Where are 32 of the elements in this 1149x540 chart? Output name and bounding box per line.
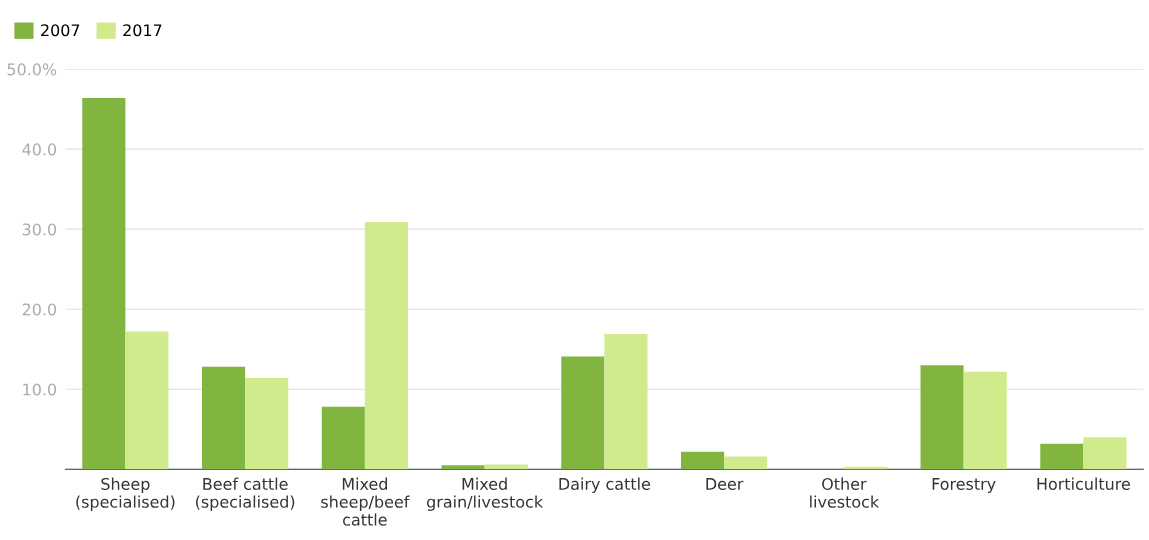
legend-label: 2007 [41,24,80,37]
y-tick-label: 10.0 [23,383,57,396]
x-tick-label: Dairy cattle [559,477,651,494]
y-tick-label: 20.0 [22,303,57,316]
bar [963,371,1007,470]
x-tick-label: Mixed grain/livestock [427,477,544,511]
bar [321,406,365,470]
x-tick-label: Other livestock [810,477,880,508]
bar [484,464,528,470]
bar [724,456,768,470]
x-tick-label: Sheep (specialised) [76,477,175,511]
x-tick-label: Forestry [932,478,996,494]
bar [125,331,169,470]
bar [604,334,648,470]
bar [1083,437,1127,470]
bar [681,451,725,470]
x-tick-label: Beef cattle (specialised) [196,477,295,511]
bar [202,366,246,470]
y-tick-label: 30.0 [22,223,57,236]
y-tick-label: 40.0 [22,143,57,156]
bar [82,97,126,470]
x-tick-label: Horticulture [1037,477,1130,490]
bar [441,465,485,470]
y-tick-label: 50.0% [7,63,57,76]
bar [561,356,605,470]
x-tick-label: Deer [706,478,744,490]
legend-label: 2017 [123,24,162,37]
bar [245,378,289,470]
bar [1040,443,1084,470]
x-tick-label: Mixed sheep/beef cattle [321,477,410,526]
bar [920,365,964,470]
bar [364,221,408,470]
